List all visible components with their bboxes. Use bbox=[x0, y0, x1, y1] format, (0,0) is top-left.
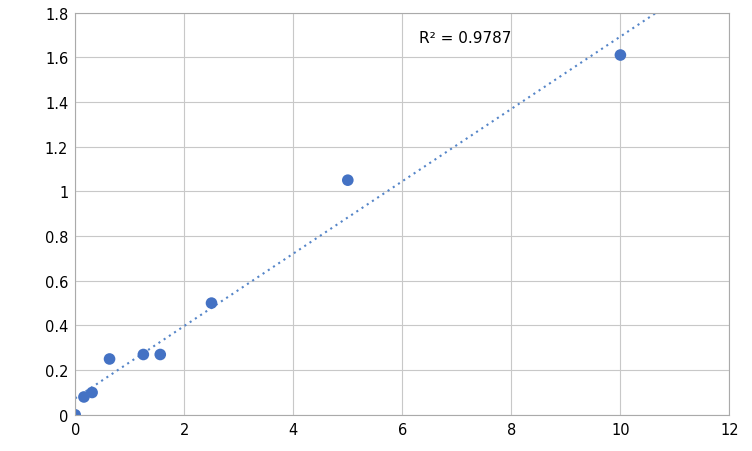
Point bbox=[104, 355, 116, 363]
Point bbox=[86, 389, 98, 396]
Point bbox=[205, 300, 217, 307]
Point bbox=[154, 351, 166, 358]
Point bbox=[78, 393, 90, 400]
Point bbox=[138, 351, 150, 358]
Point bbox=[614, 52, 626, 60]
Point bbox=[341, 177, 353, 184]
Text: R² = 0.9787: R² = 0.9787 bbox=[419, 32, 511, 46]
Point bbox=[69, 411, 81, 419]
